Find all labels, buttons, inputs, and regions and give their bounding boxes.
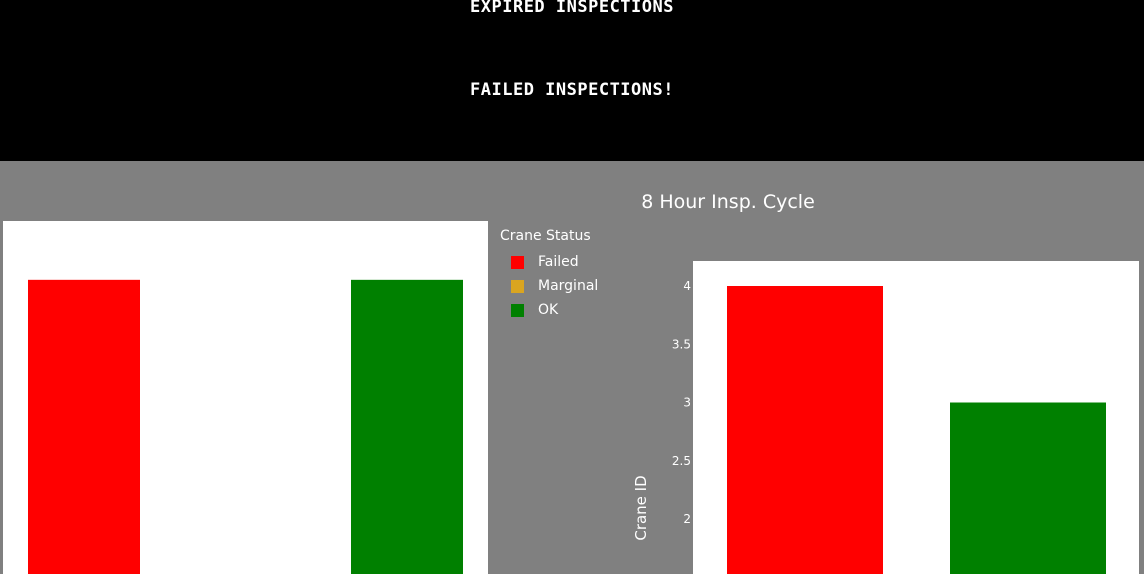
legend-label-ok: OK (538, 302, 559, 318)
chart-right: 4 3.5 3 2.5 2 (672, 261, 1139, 574)
y-tick-label: 2.5 (672, 454, 691, 468)
bar-ok[interactable] (950, 402, 1106, 574)
bar-ok[interactable] (351, 279, 463, 574)
failed-inspections-text: FAILED INSPECTIONS! (470, 80, 674, 100)
legend: Crane Status Failed Marginal OK (500, 228, 598, 322)
legend-item-ok[interactable]: OK (500, 298, 598, 322)
legend-swatch-failed (511, 255, 524, 269)
y-tick-label: 3 (683, 396, 691, 410)
legend-item-failed[interactable]: Failed (500, 250, 598, 274)
y-tick-label: 3.5 (672, 337, 691, 351)
legend-swatch-marginal (511, 279, 524, 293)
chart-right-title: 8 Hour Insp. Cycle (641, 191, 815, 213)
expired-inspections-text: EXPIRED INSPECTIONS (470, 0, 674, 17)
chart-left (3, 221, 488, 574)
y-tick-label: 2 (683, 512, 691, 526)
legend-title: Crane Status (500, 228, 591, 244)
legend-item-marginal[interactable]: Marginal (500, 274, 598, 298)
y-tick-label: 4 (683, 279, 691, 293)
legend-swatch-ok (511, 303, 524, 317)
chart-right-y-axis-title: Crane ID (632, 475, 650, 541)
alert-banner: EXPIRED INSPECTIONS FAILED INSPECTIONS! (0, 0, 1144, 161)
legend-label-marginal: Marginal (538, 278, 599, 294)
legend-label-failed: Failed (538, 254, 579, 270)
bar-failed[interactable] (727, 286, 883, 574)
bar-failed[interactable] (28, 279, 140, 574)
